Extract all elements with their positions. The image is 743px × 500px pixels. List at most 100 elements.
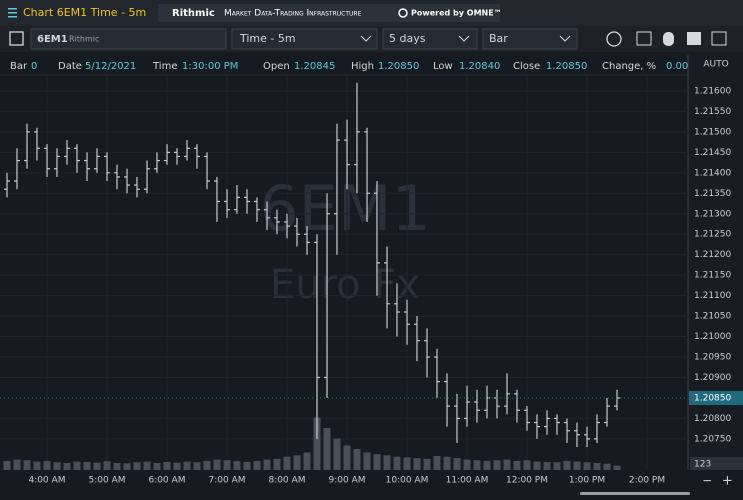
volume-bar <box>213 459 221 470</box>
volume-bar <box>513 460 521 470</box>
volume-bar <box>163 461 171 470</box>
x-tick-label: 4:00 AM <box>29 476 66 486</box>
powered-by: Powered by OMNE™ <box>411 9 502 18</box>
volume-bar <box>333 438 341 470</box>
volume-bar <box>583 462 591 470</box>
price-axis <box>688 55 743 470</box>
volume-bar <box>573 461 581 470</box>
plot: 1.20750 1.20800 1.20900 1.20950 1.21000 1.210… <box>0 75 743 486</box>
tool-button[interactable] <box>663 32 674 46</box>
chevron <box>360 35 372 42</box>
y-tick-label: 1.21500 <box>694 127 731 137</box>
volume-bar <box>123 463 131 470</box>
x-tick-label: 10:00 AM <box>386 476 429 486</box>
info-value: 1.20850 <box>546 61 587 72</box>
omne-logo <box>398 8 408 18</box>
volume-bar <box>273 458 281 470</box>
menu-icon[interactable] <box>8 8 17 18</box>
y-tick-label: 1.21300 <box>694 209 731 219</box>
style-select[interactable] <box>482 28 578 50</box>
y-tick-label: 1.21000 <box>694 332 731 342</box>
volume-bar <box>63 463 71 470</box>
symbol: 6EM1 <box>37 34 68 45</box>
chart-style: Bar <box>489 32 508 45</box>
last-price-label: 1.20850 <box>694 393 731 403</box>
volume-bar <box>283 456 291 470</box>
info-value: 5/12/2021 <box>85 61 136 72</box>
tool-button[interactable] <box>636 31 652 46</box>
volume-bar <box>543 461 551 470</box>
volume-bar <box>503 459 511 470</box>
info-label: Open <box>263 61 290 72</box>
chevron <box>458 35 470 42</box>
info-row: Bar 0 Date 5/12/2021 Time 1:30:00 PM Open 1.208… <box>10 61 688 72</box>
y-tick-label: 1.21450 <box>694 148 731 158</box>
y-tick-label: 1.20800 <box>694 414 731 424</box>
y-tick-label: 1.21400 <box>694 168 731 178</box>
exchange: Rithmic <box>69 35 99 44</box>
x-tick-label: 6:00 AM <box>149 476 186 486</box>
x-tick-label: 8:00 AM <box>269 476 306 486</box>
y-tick-label: 1.21600 <box>694 86 731 96</box>
range-select[interactable] <box>382 28 478 50</box>
zoom-out[interactable]: − <box>702 474 712 488</box>
volume-bar <box>263 459 271 470</box>
volume-bar <box>153 463 161 470</box>
volume-bar <box>353 449 361 470</box>
volume-bar <box>403 457 411 470</box>
volume-bar <box>83 461 91 470</box>
tool-button[interactable] <box>711 31 727 46</box>
volume-bar <box>393 456 401 470</box>
brand-banner <box>158 4 500 22</box>
scrollbar[interactable] <box>580 492 690 495</box>
info-label: Date <box>58 61 82 72</box>
interval: Time - 5m <box>239 32 296 45</box>
x-tick-label: 2:00 PM <box>629 476 665 486</box>
interval-select[interactable] <box>231 28 378 50</box>
window-title: Chart 6EM1 Time - 5m <box>23 6 146 19</box>
volume-bar <box>463 459 471 470</box>
volume-bar <box>303 452 311 470</box>
scale-mode[interactable]: AUTO <box>703 60 728 70</box>
volume-bar <box>143 461 151 470</box>
info-value: 1.20840 <box>459 61 500 72</box>
y-tick-label: 1.21200 <box>694 250 731 260</box>
volume-bar <box>443 456 451 470</box>
volume-bar <box>293 455 301 470</box>
volume-bar <box>223 460 231 470</box>
y-tick-label: 1.21100 <box>694 291 731 301</box>
volume-bar <box>433 456 441 470</box>
last-price-badge <box>689 390 743 405</box>
volume-bar <box>373 454 381 470</box>
volume-bar <box>233 461 241 470</box>
y-tick-label: 1.20950 <box>694 353 731 363</box>
volume-bar <box>13 459 21 470</box>
tool-button[interactable] <box>606 31 622 47</box>
x-tick-label: 11:00 AM <box>446 476 489 486</box>
y-tick-label: 1.21050 <box>694 312 731 322</box>
volume-bar <box>93 462 101 470</box>
info-label: High <box>351 61 374 72</box>
volume-bar <box>183 461 191 470</box>
info-value: 0.00 <box>666 61 688 72</box>
volume-bar <box>563 460 571 470</box>
volume-bar <box>33 461 41 470</box>
symbol-box[interactable] <box>30 28 227 50</box>
y-tick-label: 1.20900 <box>694 373 731 383</box>
watermark-name: Euro Fx <box>270 262 420 308</box>
info-label: Change, % <box>602 61 656 72</box>
volume-bar <box>343 445 351 470</box>
tool-button[interactable] <box>687 32 701 45</box>
panel-toggle[interactable] <box>9 31 24 46</box>
volume-bar <box>363 452 371 470</box>
x-tick-label: 7:00 AM <box>209 476 246 486</box>
x-tick-label: 1:00 PM <box>569 476 605 486</box>
y-tick-label: 1.21250 <box>694 230 731 240</box>
volume-bar <box>253 460 261 470</box>
info-label: Time <box>152 61 177 72</box>
volume-badge <box>690 457 743 470</box>
zoom-in[interactable]: + <box>722 474 733 489</box>
info-label: Bar <box>10 61 28 72</box>
y-tick-label: 1.21550 <box>694 107 731 117</box>
